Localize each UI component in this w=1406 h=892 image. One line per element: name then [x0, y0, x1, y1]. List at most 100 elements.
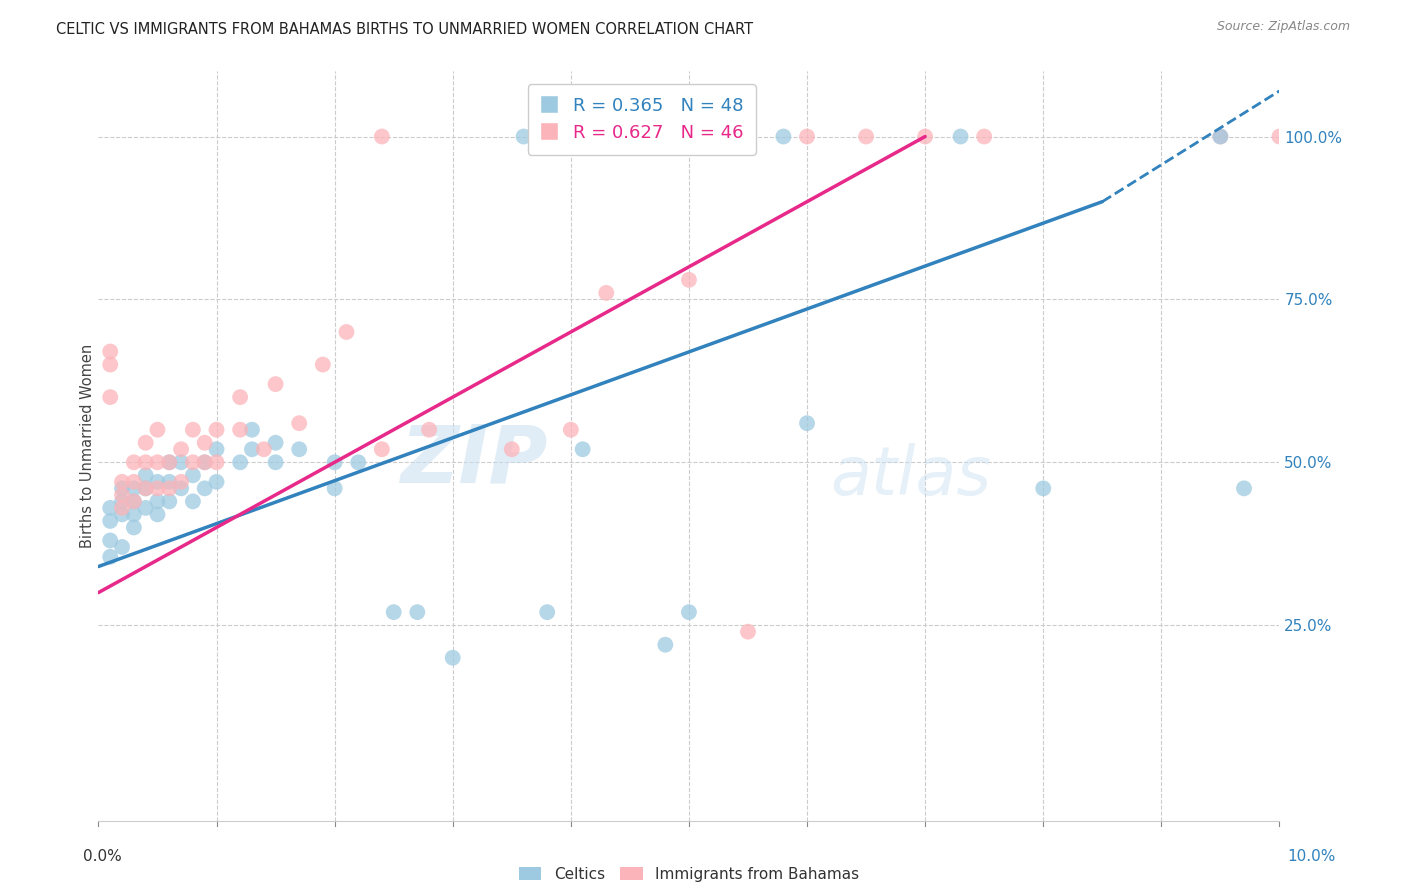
Point — [122, 455, 145, 469]
Point — [973, 129, 995, 144]
Point — [512, 129, 534, 144]
Point — [146, 455, 169, 469]
Point — [181, 494, 204, 508]
Point — [536, 605, 558, 619]
Point — [595, 285, 617, 300]
Point — [772, 129, 794, 144]
Point — [157, 475, 180, 489]
Point — [98, 549, 121, 564]
Point — [796, 416, 818, 430]
Point — [111, 500, 134, 515]
Point — [194, 481, 217, 495]
Point — [111, 475, 134, 489]
Point — [288, 442, 311, 457]
Point — [323, 455, 346, 469]
Point — [536, 129, 558, 144]
Point — [170, 481, 193, 495]
Point — [135, 500, 157, 515]
Point — [654, 638, 676, 652]
Point — [98, 358, 121, 372]
Point — [205, 423, 228, 437]
Point — [914, 129, 936, 144]
Point — [98, 500, 121, 515]
Point — [135, 481, 157, 495]
Point — [229, 390, 252, 404]
Point — [122, 520, 145, 534]
Point — [253, 442, 276, 457]
Point — [146, 508, 169, 522]
Point — [240, 423, 263, 437]
Point — [205, 455, 228, 469]
Text: 10.0%: 10.0% — [1288, 849, 1336, 863]
Point — [796, 129, 818, 144]
Point — [135, 481, 157, 495]
Text: ZIP: ZIP — [399, 422, 547, 500]
Point — [122, 508, 145, 522]
Point — [229, 423, 252, 437]
Point — [122, 494, 145, 508]
Point — [194, 455, 217, 469]
Point — [135, 455, 157, 469]
Text: atlas: atlas — [831, 443, 991, 509]
Point — [146, 481, 169, 495]
Point — [146, 494, 169, 508]
Point — [347, 455, 370, 469]
Point — [229, 455, 252, 469]
Point — [949, 129, 972, 144]
Point — [323, 481, 346, 495]
Point — [737, 624, 759, 639]
Point — [1209, 129, 1232, 144]
Point — [98, 344, 121, 359]
Point — [560, 423, 582, 437]
Point — [312, 358, 335, 372]
Text: CELTIC VS IMMIGRANTS FROM BAHAMAS BIRTHS TO UNMARRIED WOMEN CORRELATION CHART: CELTIC VS IMMIGRANTS FROM BAHAMAS BIRTHS… — [56, 22, 754, 37]
Point — [135, 468, 157, 483]
Point — [111, 540, 134, 554]
Point — [205, 442, 228, 457]
Point — [170, 475, 193, 489]
Point — [501, 442, 523, 457]
Point — [157, 481, 180, 495]
Point — [98, 533, 121, 548]
Point — [418, 423, 440, 437]
Point — [264, 455, 287, 469]
Point — [371, 442, 394, 457]
Point — [98, 514, 121, 528]
Legend: R = 0.365   N = 48, R = 0.627   N = 46: R = 0.365 N = 48, R = 0.627 N = 46 — [527, 84, 756, 155]
Point — [157, 494, 180, 508]
Point — [855, 129, 877, 144]
Point — [122, 475, 145, 489]
Point — [264, 435, 287, 450]
Point — [678, 273, 700, 287]
Point — [146, 423, 169, 437]
Point — [1268, 129, 1291, 144]
Point — [122, 494, 145, 508]
Point — [181, 455, 204, 469]
Y-axis label: Births to Unmarried Women: Births to Unmarried Women — [80, 344, 94, 548]
Point — [1209, 129, 1232, 144]
Point — [406, 605, 429, 619]
Point — [111, 508, 134, 522]
Point — [194, 455, 217, 469]
Point — [170, 442, 193, 457]
Point — [583, 129, 606, 144]
Text: 0.0%: 0.0% — [83, 849, 122, 863]
Point — [1032, 481, 1054, 495]
Point — [288, 416, 311, 430]
Point — [1233, 481, 1256, 495]
Point — [240, 442, 263, 457]
Point — [678, 129, 700, 144]
Point — [111, 488, 134, 502]
Point — [441, 650, 464, 665]
Point — [146, 475, 169, 489]
Point — [194, 435, 217, 450]
Point — [181, 468, 204, 483]
Point — [170, 455, 193, 469]
Point — [264, 377, 287, 392]
Point — [135, 435, 157, 450]
Point — [335, 325, 357, 339]
Point — [205, 475, 228, 489]
Point — [111, 494, 134, 508]
Text: Source: ZipAtlas.com: Source: ZipAtlas.com — [1216, 20, 1350, 33]
Point — [382, 605, 405, 619]
